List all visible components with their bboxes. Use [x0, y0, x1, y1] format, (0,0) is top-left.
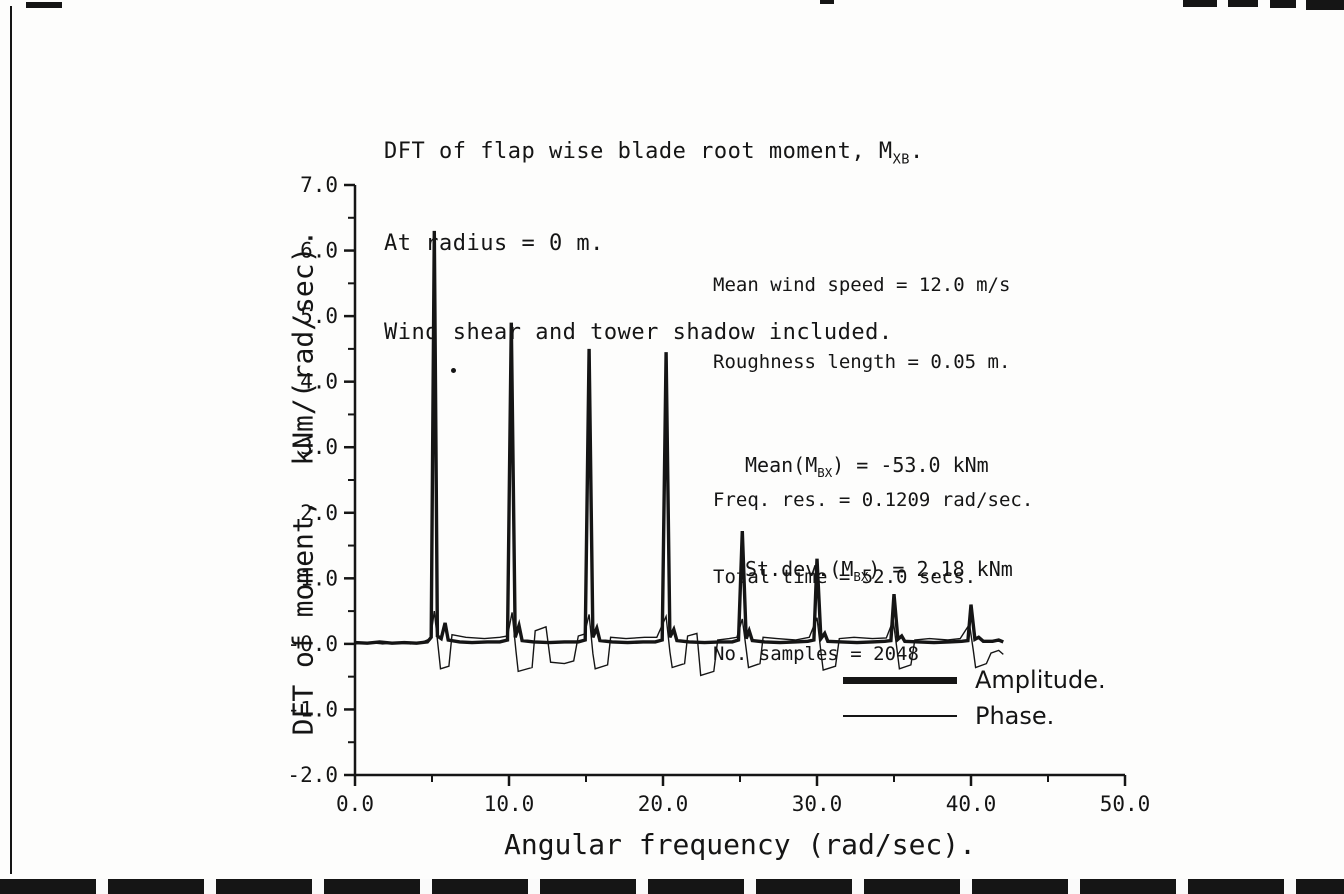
title-line1-period: .	[909, 139, 924, 165]
title-line1-text: DFT of flap wise blade root moment, M	[384, 139, 893, 165]
y-tick-label: -2.0	[287, 763, 338, 787]
y-tick-label: 5.0	[300, 304, 338, 328]
stdev-text: St.dev.(M	[745, 556, 854, 581]
y-tick-label: 4.0	[300, 370, 338, 394]
annotation-wind-speed: Mean wind speed = 12.0 m/s	[713, 274, 1011, 297]
x-ticks: 0.0 10.0 20.0 30.0 40.0 50.0	[336, 775, 1150, 816]
annotation-roughness: Roughness length = 0.05 m.	[713, 351, 1011, 374]
annotation-parameters: Mean wind speed = 12.0 m/s Roughness len…	[713, 222, 1033, 719]
mean-text: Mean(M	[745, 453, 818, 477]
scan-left-border	[10, 6, 12, 874]
scan-artifact-top-mid	[820, 0, 834, 4]
scan-artifact-top-right-4	[1306, 0, 1344, 10]
scan-artifact-top-right-2	[1228, 0, 1258, 7]
x-tick-label: 40.0	[946, 792, 997, 816]
y-ticks: 7.0 6.0 5.0 4.0 3.0 2.0 1.0 -0.0 -1.0 -2.0	[287, 173, 355, 787]
chart-title-line1: DFT of flap wise blade root moment, MXB.	[384, 137, 924, 169]
mean-subscript: BX	[817, 465, 833, 480]
series-phase	[354, 611, 1004, 677]
chart-title-line2: At radius = 0 m.	[384, 230, 604, 256]
x-axis-label: Angular frequency (rad/sec).	[503, 828, 976, 861]
x-tick-label: 20.0	[638, 792, 689, 816]
scan-bottom-bar	[0, 879, 1344, 894]
legend-label-phase: Phase.	[975, 702, 1055, 730]
x-tick-label: 10.0	[484, 792, 535, 816]
y-tick-label: 6.0	[300, 239, 338, 263]
phase-line-sample	[843, 715, 957, 717]
x-tick-label: 30.0	[792, 792, 843, 816]
annotation-statistics: Mean(MBX) = -53.0 kNm St.dev.(MBX) = 2.1…	[745, 405, 1013, 661]
x-tick-label: 0.0	[336, 792, 374, 816]
legend: Amplitude. Phase.	[843, 662, 1106, 734]
y-tick-label: 7.0	[300, 173, 338, 197]
annotation-mean: Mean(MBX) = -53.0 kNm	[745, 453, 1013, 481]
mean-value: ) = -53.0 kNm	[832, 453, 989, 477]
annotation-samples: No. samples = 2048	[713, 643, 919, 666]
legend-row-amplitude: Amplitude.	[843, 662, 1106, 698]
scan-artifact-top-left	[26, 2, 62, 8]
y-tick-label: 2.0	[300, 501, 338, 525]
stdev-subscript: BX	[853, 568, 869, 584]
chart-title: DFT of flap wise blade root moment, MXB.…	[384, 78, 924, 407]
title-line1-subscript: XB	[892, 151, 910, 168]
amplitude-line-sample	[843, 676, 957, 684]
scan-dot-artifact	[451, 368, 456, 373]
legend-row-phase: Phase.	[843, 698, 1106, 734]
annotation-freq-res: Freq. res. = 0.1209 rad/sec.	[713, 489, 1034, 512]
annotation-total-time: Total time = 52.0 secs.	[713, 566, 977, 589]
y-tick-label: -0.0	[287, 632, 338, 656]
stdev-value: ) = 2.18 kNm	[868, 556, 1013, 581]
x-tick-label: 50.0	[1100, 792, 1151, 816]
scan-artifact-top-right-3	[1270, 0, 1296, 8]
y-tick-label: 1.0	[300, 566, 338, 590]
scan-artifact-top-right-1	[1183, 0, 1217, 7]
y-tick-label: 3.0	[300, 435, 338, 459]
annotation-stdev: St.dev.(MBX) = 2.18 kNm	[745, 557, 1013, 585]
series-amplitude	[354, 230, 1004, 645]
legend-label-amplitude: Amplitude.	[975, 666, 1106, 694]
y-tick-label: -1.0	[287, 697, 338, 721]
chart-title-line3: Wind shear and tower shadow included.	[384, 319, 893, 345]
